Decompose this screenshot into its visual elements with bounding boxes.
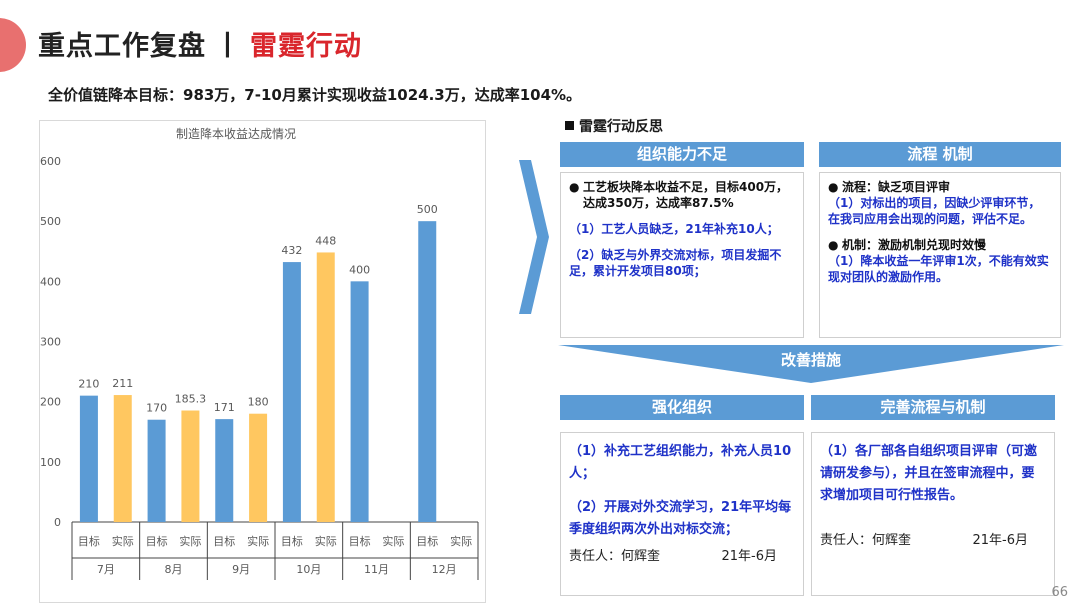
sub-category-label: 实际 — [247, 534, 269, 548]
bullet-dot-icon: ● — [828, 180, 839, 194]
bullet-dot-icon: ● — [569, 180, 580, 194]
improvement-banner: 改善措施 — [558, 345, 1064, 383]
reflection-right-header: 流程 机制 — [819, 142, 1061, 167]
right-bullet-row-2: ● 机制：激励机制兑现时效慢 — [828, 237, 1052, 253]
data-label: 171 — [214, 401, 235, 414]
chevron-right-icon — [519, 160, 549, 314]
improve-right-item-1: （1）各厂部各自组织项目评审（可邀请研发参与），并且在签审流程中，要求增加项目可… — [820, 444, 1038, 503]
bar-actual — [316, 252, 335, 522]
bar-target — [350, 281, 369, 522]
bar-target — [282, 262, 301, 522]
month-label: 11月 — [364, 563, 389, 576]
y-tick-label: 0 — [54, 516, 61, 529]
left-bullet-1: 工艺板块降本收益不足，目标400万，达成350万，达成率87.5% — [583, 180, 789, 210]
data-label: 211 — [112, 377, 133, 390]
improvement-banner-text: 改善措施 — [781, 351, 841, 369]
left-item-1: （1）工艺人员缺乏，21年补充10人； — [569, 222, 779, 236]
chart-title: 制造降本收益达成情况 — [176, 127, 296, 141]
sub-category-label: 目标 — [78, 534, 100, 548]
bar-actual — [113, 395, 132, 522]
improve-right-box: （1）各厂部各自组织项目评审（可邀请研发参与），并且在签审流程中，要求增加项目可… — [811, 432, 1055, 596]
bar-actual — [181, 410, 200, 522]
right-item-1: （1）对标出的项目，因缺少评审环节，在我司应用会出现的问题，评估不足。 — [828, 196, 1041, 226]
section-title-text: 雷霆行动反思 — [579, 119, 663, 135]
month-label: 12月 — [432, 563, 457, 576]
title-main: 重点工作复盘 — [38, 31, 206, 62]
sub-category-label: 目标 — [349, 534, 371, 548]
section-title: 雷霆行动反思 — [565, 116, 663, 136]
reflection-left-header: 组织能力不足 — [560, 142, 804, 167]
y-tick-label: 200 — [40, 396, 61, 409]
sub-category-label: 实际 — [450, 534, 472, 548]
sub-category-label: 目标 — [146, 534, 168, 548]
title-separator: 丨 — [214, 31, 242, 62]
data-label: 448 — [315, 234, 336, 247]
improve-right-owner: 责任人：何辉奎 — [820, 533, 912, 548]
right-bullet-row-1: ● 流程：缺乏项目评审 — [828, 179, 1052, 195]
improve-left-item-2: （2）开展对外交流学习，21年平均每季度组织两次外出对标交流； — [569, 500, 792, 537]
bar-target — [147, 419, 166, 522]
data-label: 170 — [146, 402, 167, 415]
square-bullet-icon — [565, 121, 574, 130]
month-label: 8月 — [165, 563, 183, 576]
data-label: 210 — [78, 378, 99, 391]
sub-category-label: 实际 — [382, 534, 404, 548]
improve-right-header: 完善流程与机制 — [811, 395, 1055, 420]
sub-category-label: 目标 — [213, 534, 235, 548]
improve-right-owner-row: 责任人：何辉奎 21年-6月 — [820, 529, 1046, 548]
month-label: 9月 — [232, 563, 250, 576]
reflection-right-box: ● 流程：缺乏项目评审 （1）对标出的项目，因缺少评审环节，在我司应用会出现的问… — [819, 172, 1061, 338]
improve-left-header: 强化组织 — [560, 395, 804, 420]
improve-right-date: 21年-6月 — [972, 533, 1028, 548]
improve-left-item-1: （1）补充工艺组织能力，补充人员10人； — [569, 444, 792, 481]
summary-text: 全价值链降本目标：983万，7-10月累计实现收益1024.3万，达成率104%… — [48, 86, 582, 104]
bar-actual — [249, 413, 268, 522]
bar-target — [215, 419, 234, 522]
right-bullet-2: 机制：激励机制兑现时效慢 — [842, 238, 987, 252]
bar-target — [418, 221, 437, 522]
month-label: 7月 — [97, 563, 115, 576]
sub-category-label: 目标 — [281, 534, 303, 548]
month-label: 10月 — [296, 563, 321, 576]
sub-category-label: 目标 — [416, 534, 438, 548]
data-label: 432 — [281, 244, 302, 257]
improve-left-owner: 责任人：何辉奎 — [569, 549, 661, 564]
right-item-2: （1）降本收益一年评审1次，不能有效实现对团队的激励作用。 — [828, 254, 1049, 284]
chart-frame — [39, 120, 486, 603]
bullet-dot-icon: ● — [828, 238, 839, 252]
left-item-2: （2）缺乏与外界交流对标，项目发掘不足，累计开发项目80项； — [569, 248, 782, 278]
improve-left-date: 21年-6月 — [721, 549, 777, 564]
page-title: 重点工作复盘丨雷霆行动 — [38, 24, 362, 63]
sub-category-label: 实际 — [315, 534, 337, 548]
y-tick-label: 400 — [40, 275, 61, 288]
bar-target — [79, 395, 98, 522]
data-label: 500 — [417, 203, 438, 216]
improve-left-box: （1）补充工艺组织能力，补充人员10人； （2）开展对外交流学习，21年平均每季… — [560, 432, 804, 596]
title-sub: 雷霆行动 — [250, 31, 362, 62]
sub-category-label: 实际 — [179, 534, 201, 548]
y-tick-label: 300 — [40, 336, 61, 349]
data-label: 180 — [248, 396, 269, 409]
improve-left-owner-row: 责任人：何辉奎 21年-6月 — [569, 545, 795, 564]
data-label: 400 — [349, 263, 370, 276]
sub-category-label: 实际 — [112, 534, 134, 548]
right-bullet-1: 流程：缺乏项目评审 — [842, 180, 951, 194]
y-tick-label: 600 — [40, 155, 61, 168]
y-tick-label: 500 — [40, 215, 61, 228]
reflection-left-box: ● 工艺板块降本收益不足，目标400万，达成350万，达成率87.5% （1）工… — [560, 172, 804, 338]
left-bullet-row: ● 工艺板块降本收益不足，目标400万，达成350万，达成率87.5% — [569, 179, 795, 211]
data-label: 185.3 — [175, 393, 207, 406]
y-tick-label: 100 — [40, 456, 61, 469]
page-number: 66 — [1051, 585, 1068, 600]
